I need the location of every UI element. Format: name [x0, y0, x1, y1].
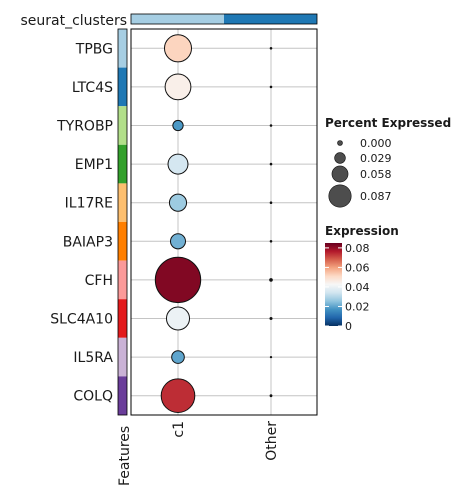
size-legend: Percent Expressed 0.000 0.029 0.058 0.087	[325, 116, 451, 208]
dot-il5ra-c1	[171, 350, 185, 364]
gene-bar-cell-ltc4s	[118, 67, 127, 107]
color-legend-tick-label: 0.04	[345, 281, 370, 294]
size-legend-label: 0.000	[360, 137, 392, 150]
gene-label-il17re: IL17RE	[65, 196, 113, 212]
size-legend-label: 0.058	[360, 168, 392, 181]
dot-emp1-other	[269, 162, 273, 166]
color-legend-tick-label: 0.06	[345, 261, 370, 274]
gene-bar-cell-tyrobp	[118, 106, 127, 145]
gene-color-bar	[117, 28, 128, 416]
dot-emp1-c1	[167, 153, 189, 175]
gene-label-slc4a10: SLC4A10	[50, 312, 113, 328]
dot-cfh-other	[269, 278, 273, 282]
dot-ltc4s-c1	[164, 73, 192, 101]
color-legend-title: Expression	[325, 224, 399, 238]
size-legend-dot	[337, 140, 343, 146]
group-label-c1: c1	[171, 421, 187, 438]
plot-panel	[130, 28, 318, 416]
dot-ltc4s-other	[269, 85, 273, 89]
dot-baiap3-other	[269, 240, 273, 243]
dot-tyrobp-other	[269, 124, 273, 127]
gene-bar-cell-cfh	[118, 260, 127, 300]
group-labels: c1 Other	[171, 421, 280, 461]
gene-bar-cell-slc4a10	[118, 299, 127, 338]
dot-il5ra-other	[269, 355, 273, 359]
color-legend-tick-label: 0.02	[345, 300, 370, 313]
size-legend-dot	[328, 184, 352, 208]
color-legend-tick-label: 0.08	[345, 242, 370, 255]
gene-bar-cell-emp1	[118, 144, 127, 184]
dot-cfh-c1	[154, 256, 202, 304]
color-legend: Expression 0 0.02 0.04 0.06 0.08	[325, 224, 399, 333]
gene-bar-cell-colq	[118, 376, 127, 415]
size-legend-dot	[334, 152, 346, 164]
gene-labels: TPBG LTC4S TYROBP EMP1 IL17RE BAIAP3 CFH SLC4A1…	[50, 41, 113, 404]
dot-tpbg-other	[269, 47, 273, 50]
group-label-other: Other	[264, 421, 280, 461]
annotation-label: seurat_clusters	[20, 13, 127, 29]
gene-label-il5ra: IL5RA	[73, 350, 113, 366]
plot-panel-border	[130, 28, 318, 416]
gene-label-ltc4s: LTC4S	[72, 80, 113, 96]
dot-colq-c1	[160, 378, 196, 414]
dot-slc4a10-other	[269, 316, 273, 321]
gene-bar-cell-baiap3	[118, 222, 127, 261]
gene-label-tyrobp: TYROBP	[56, 119, 113, 135]
annotation-cell-c1	[131, 14, 224, 24]
gene-label-tpbg: TPBG	[75, 41, 113, 57]
gene-label-cfh: CFH	[85, 273, 113, 289]
gene-bar-cell-tpbg	[118, 29, 127, 68]
dot-tpbg-c1	[163, 34, 193, 63]
color-legend-tick-label: 0	[345, 320, 352, 333]
size-legend-label: 0.087	[360, 190, 392, 203]
dot-baiap3-c1	[169, 233, 187, 250]
dot-il17re-other	[269, 201, 273, 204]
gene-label-colq: COLQ	[73, 389, 113, 405]
size-legend-title: Percent Expressed	[325, 116, 451, 130]
dot-colq-other	[269, 394, 273, 398]
gene-bar-cell-il5ra	[118, 337, 127, 377]
annotation-bar-group: seurat_clusters	[20, 13, 318, 29]
dot-il17re-c1	[168, 193, 188, 212]
gene-bar-cell-il17re	[118, 183, 127, 222]
gene-label-emp1: EMP1	[75, 157, 113, 173]
annotation-bar-border	[130, 13, 318, 25]
dot-slc4a10-c1	[165, 306, 191, 331]
size-legend-dot	[331, 165, 349, 183]
gene-bar-border	[117, 28, 128, 416]
gene-label-baiap3: BAIAP3	[63, 234, 113, 250]
dot-tyrobp-c1	[172, 119, 184, 132]
size-legend-label: 0.029	[360, 152, 392, 165]
annotation-cell-other	[224, 14, 317, 24]
features-label: Features	[117, 426, 133, 486]
color-legend-bar	[325, 243, 342, 326]
